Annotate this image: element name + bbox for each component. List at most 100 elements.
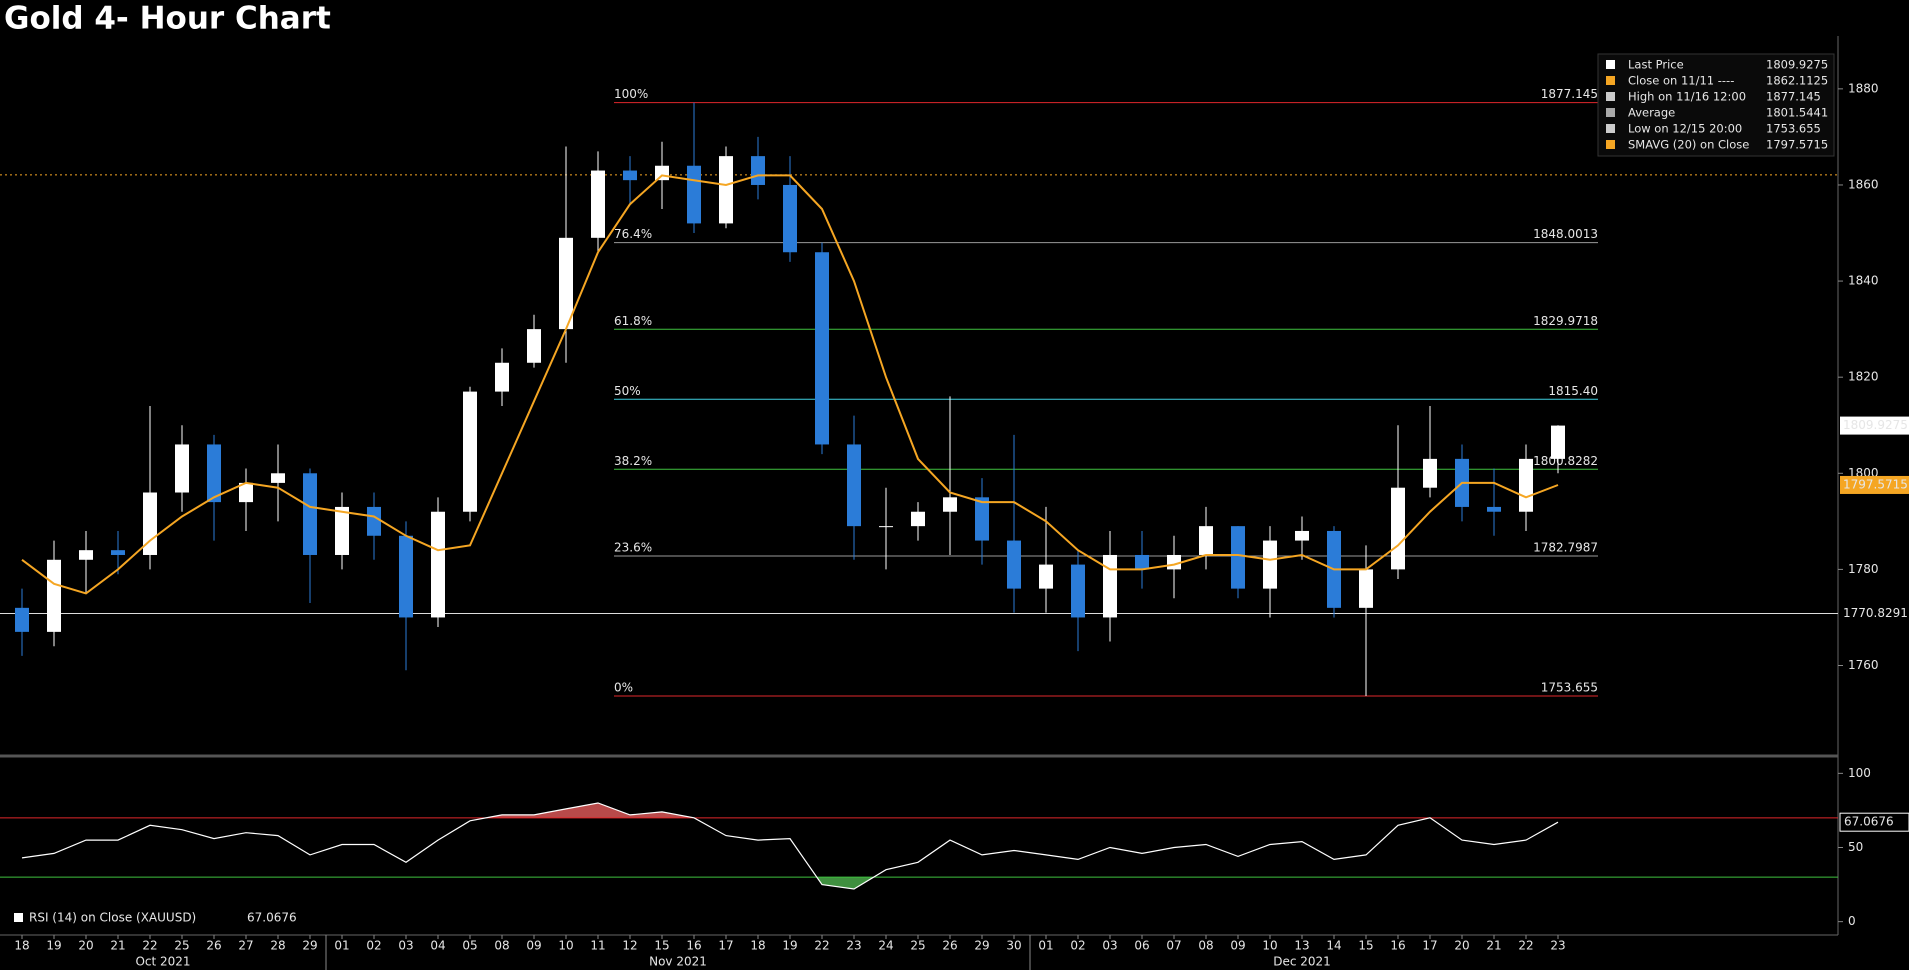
y-tick-label: 0 — [1848, 914, 1856, 928]
x-tick-label: 30 — [1006, 939, 1021, 953]
candle-body — [911, 511, 925, 527]
chart-title: Gold 4- Hour Chart — [4, 1, 331, 37]
candle-body — [79, 550, 93, 560]
candle-body — [751, 156, 765, 185]
y-tick-label: 100 — [1848, 766, 1871, 780]
x-tick-label: 15 — [654, 939, 669, 953]
rsi-line — [21, 802, 1559, 890]
legend-swatch — [1606, 76, 1615, 85]
x-tick-label: 17 — [1422, 939, 1437, 953]
legend-label: Average — [1628, 106, 1675, 120]
x-tick-label: 29 — [974, 939, 989, 953]
month-label: Oct 2021 — [135, 955, 190, 969]
legend-swatch — [1606, 108, 1615, 117]
candle-body — [15, 607, 29, 632]
candle-body — [1551, 425, 1565, 459]
legend-label: High on 11/16 12:00 — [1628, 90, 1746, 104]
x-tick-label: 13 — [1294, 939, 1309, 953]
rsi-value-label: 67.0676 — [1844, 815, 1894, 829]
month-label: Dec 2021 — [1273, 955, 1331, 969]
candle-body — [1487, 506, 1501, 512]
candle-body — [559, 237, 573, 330]
candle-body — [975, 497, 989, 541]
x-tick-label: 27 — [238, 939, 253, 953]
x-tick-label: 03 — [1102, 939, 1117, 953]
candle-body — [719, 156, 733, 224]
y-tick-label: 1820 — [1848, 370, 1879, 384]
candle-body — [1135, 554, 1149, 570]
candle-body — [431, 511, 445, 618]
candle-body — [1359, 569, 1373, 608]
y-tick-label: 1760 — [1848, 658, 1879, 672]
candle-body — [399, 535, 413, 618]
candle-body — [1199, 526, 1213, 555]
x-tick-label: 01 — [1038, 939, 1053, 953]
legend-box — [1597, 53, 1835, 157]
legend-value: 1809.9275 — [1766, 58, 1828, 72]
x-tick-label: 10 — [558, 939, 573, 953]
candle-body — [303, 473, 317, 555]
candle-body — [1423, 458, 1437, 488]
candle-body — [879, 526, 893, 528]
x-tick-label: 14 — [1326, 939, 1341, 953]
x-tick-label: 18 — [14, 939, 29, 953]
legend-swatch — [1606, 92, 1615, 101]
sma-label: 1797.5715 — [1843, 477, 1908, 491]
fib-level: 50% — [614, 384, 641, 398]
x-tick-label: 19 — [46, 939, 61, 953]
y-tick-label: 1780 — [1848, 562, 1879, 576]
x-tick-label: 23 — [1550, 939, 1565, 953]
fib-level: 0% — [614, 680, 633, 694]
candle-body — [47, 559, 61, 632]
x-tick-label: 23 — [846, 939, 861, 953]
candle-body — [623, 170, 637, 181]
candle-body — [783, 184, 797, 253]
rsi-overbought-fill — [486, 803, 1431, 818]
x-tick-label: 03 — [398, 939, 413, 953]
rsi-oversold-fill — [816, 877, 874, 889]
legend-value: 1801.5441 — [1766, 106, 1828, 120]
fib-level: 100% — [614, 87, 648, 101]
x-tick-label: 16 — [1390, 939, 1405, 953]
x-tick-label: 02 — [366, 939, 381, 953]
candle-body — [1103, 554, 1117, 618]
candle-body — [1295, 530, 1309, 541]
candle-body — [943, 497, 957, 512]
candle-body — [687, 165, 701, 224]
candle-body — [1231, 526, 1245, 589]
x-tick-label: 22 — [142, 939, 157, 953]
candle-body — [175, 444, 189, 493]
candle-body — [143, 492, 157, 555]
candle-body — [591, 170, 605, 238]
reference-box — [1840, 604, 1909, 623]
candle-body — [335, 506, 349, 555]
sma-box — [1840, 475, 1909, 494]
sma-line — [21, 174, 1559, 595]
legend-label: Last Price — [1628, 58, 1684, 72]
x-tick-label: 16 — [686, 939, 701, 953]
x-tick-label: 08 — [1198, 939, 1213, 953]
legend-swatch — [1606, 60, 1615, 69]
legend-value: 1753.655 — [1766, 122, 1821, 136]
fib-level: 23.6% — [614, 540, 652, 554]
candle-body — [1519, 458, 1533, 512]
x-tick-label: 28 — [270, 939, 285, 953]
x-tick-label: 29 — [302, 939, 317, 953]
y-tick-label: 1860 — [1848, 177, 1879, 191]
candle-body — [847, 444, 861, 527]
x-tick-label: 21 — [1486, 939, 1501, 953]
legend-label: Low on 12/15 20:00 — [1628, 122, 1742, 136]
x-tick-label: 01 — [334, 939, 349, 953]
fib-value: 1782.7987 — [1533, 540, 1598, 554]
candle-body — [1391, 487, 1405, 570]
legend-label: SMAVG (20) on Close — [1628, 138, 1749, 152]
last-price-label: 1809.9275 — [1843, 418, 1908, 432]
candle-body — [1071, 564, 1085, 618]
x-tick-label: 11 — [590, 939, 605, 953]
candle-body — [815, 252, 829, 445]
candle-body — [495, 362, 509, 392]
x-tick-label: 07 — [1166, 939, 1181, 953]
x-tick-label: 17 — [718, 939, 733, 953]
